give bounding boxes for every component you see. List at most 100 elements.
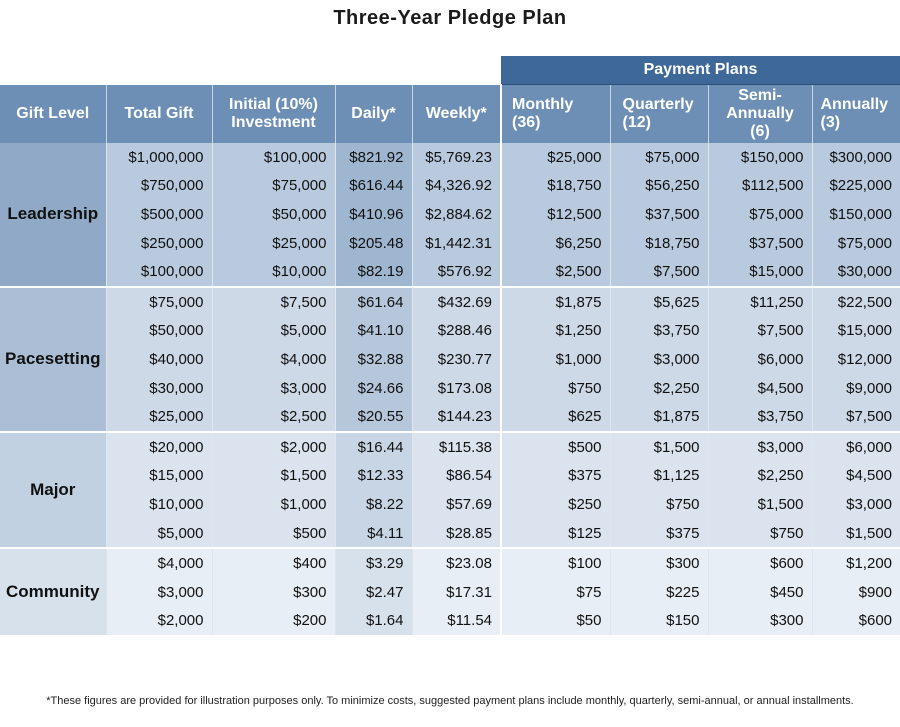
semi-annual-cell: $7,500 bbox=[707, 316, 812, 346]
col-monthly: Monthly (36) bbox=[500, 84, 610, 143]
monthly-cell: $2,500 bbox=[500, 257, 610, 286]
annual-cell: $30,000 bbox=[811, 257, 900, 286]
semi-annual-cell: $600 bbox=[707, 549, 812, 578]
quarterly-cell: $375 bbox=[609, 518, 708, 548]
weekly-cell: $288.46 bbox=[411, 316, 501, 346]
table-row: Major $20,000 $2,000 $16.44 $115.38 $500… bbox=[0, 432, 900, 548]
quarterly-cell: $5,625 bbox=[609, 287, 708, 317]
semi-annual-cell: $2,250 bbox=[707, 461, 812, 491]
table-row: $2,000 $200 $1.64 $11.54 $50 $150 $300 $… bbox=[0, 606, 900, 636]
weekly-cell: $576.92 bbox=[411, 257, 501, 286]
daily-cell: $32.88 bbox=[334, 345, 412, 374]
gift-level-label: Leadership bbox=[0, 143, 106, 286]
col-quarterly: Quarterly (12) bbox=[609, 84, 708, 143]
quarterly-cell: $150 bbox=[609, 606, 708, 636]
total-gift-cell: $25,000 bbox=[105, 402, 212, 431]
quarterly-cell: $3,000 bbox=[609, 345, 708, 374]
annual-cell: $4,500 bbox=[811, 461, 900, 491]
semi-annual-cell: $6,000 bbox=[707, 345, 812, 374]
daily-cell: $41.10 bbox=[334, 316, 412, 346]
total-gift-cell: $1,000,000 bbox=[105, 143, 212, 172]
total-gift-cell: $2,000 bbox=[105, 606, 212, 636]
total-gift-cell: $750,000 bbox=[105, 171, 212, 201]
col-initial-investment: Initial (10%) Investment bbox=[211, 84, 335, 143]
total-gift-cell: $40,000 bbox=[105, 345, 212, 374]
initial-investment-cell: $5,000 bbox=[211, 316, 335, 346]
monthly-cell: $100 bbox=[500, 549, 610, 578]
daily-cell: $20.55 bbox=[334, 402, 412, 431]
table-row: $50,000 $5,000 $41.10 $288.46 $1,250 $3,… bbox=[0, 316, 900, 346]
weekly-cell: $115.38 bbox=[411, 432, 501, 462]
table-row: $15,000 $1,500 $12.33 $86.54 $375 $1,125… bbox=[0, 461, 900, 491]
total-gift-cell: $10,000 bbox=[105, 490, 212, 519]
group-major: Major $20,000 $2,000 $16.44 $115.38 $500… bbox=[0, 432, 900, 548]
page-title: Three-Year Pledge Plan bbox=[333, 7, 567, 29]
initial-investment-cell: $4,000 bbox=[211, 345, 335, 374]
quarterly-cell: $225 bbox=[609, 577, 708, 607]
initial-investment-cell: $1,000 bbox=[211, 490, 335, 519]
annual-cell: $6,000 bbox=[811, 432, 900, 462]
group-community: Community $4,000 $400 $3.29 $23.08 $100 … bbox=[0, 549, 900, 636]
col-daily: Daily* bbox=[334, 84, 412, 143]
annual-cell: $22,500 bbox=[811, 287, 900, 317]
monthly-cell: $12,500 bbox=[500, 200, 610, 229]
semi-annual-cell: $150,000 bbox=[707, 143, 812, 172]
total-gift-cell: $30,000 bbox=[105, 373, 212, 403]
total-gift-cell: $500,000 bbox=[105, 200, 212, 229]
initial-investment-cell: $1,500 bbox=[211, 461, 335, 491]
total-gift-cell: $50,000 bbox=[105, 316, 212, 346]
daily-cell: $821.92 bbox=[334, 143, 412, 172]
total-gift-cell: $250,000 bbox=[105, 228, 212, 258]
semi-annual-cell: $3,000 bbox=[707, 432, 812, 462]
total-gift-cell: $75,000 bbox=[105, 287, 212, 317]
semi-annual-cell: $15,000 bbox=[707, 257, 812, 286]
initial-investment-cell: $2,000 bbox=[211, 432, 335, 462]
monthly-cell: $375 bbox=[500, 461, 610, 491]
annual-cell: $225,000 bbox=[811, 171, 900, 201]
monthly-cell: $1,000 bbox=[500, 345, 610, 374]
daily-cell: $82.19 bbox=[334, 257, 412, 286]
gift-level-label: Pacesetting bbox=[0, 287, 106, 431]
group-divider bbox=[0, 285, 900, 288]
semi-annual-cell: $750 bbox=[707, 518, 812, 548]
monthly-cell: $50 bbox=[500, 606, 610, 636]
semi-annual-cell: $11,250 bbox=[707, 287, 812, 317]
gift-level-label: Community bbox=[0, 549, 106, 636]
weekly-cell: $2,884.62 bbox=[411, 200, 501, 229]
daily-cell: $1.64 bbox=[334, 606, 412, 636]
quarterly-cell: $18,750 bbox=[609, 228, 708, 258]
daily-cell: $16.44 bbox=[334, 432, 412, 462]
monthly-cell: $75 bbox=[500, 577, 610, 607]
daily-cell: $616.44 bbox=[334, 171, 412, 201]
weekly-cell: $57.69 bbox=[411, 490, 501, 519]
annual-cell: $1,500 bbox=[811, 518, 900, 548]
monthly-cell: $6,250 bbox=[500, 228, 610, 258]
semi-annual-cell: $1,500 bbox=[707, 490, 812, 519]
annual-cell: $75,000 bbox=[811, 228, 900, 258]
col-semi-annually: Semi-Annually (6) bbox=[707, 84, 812, 143]
quarterly-cell: $1,500 bbox=[609, 432, 708, 462]
annual-cell: $300,000 bbox=[811, 143, 900, 172]
semi-annual-cell: $37,500 bbox=[707, 228, 812, 258]
pledge-table: Payment Plans Gift Level Total Gift Init… bbox=[0, 56, 900, 636]
initial-investment-cell: $50,000 bbox=[211, 200, 335, 229]
weekly-cell: $17.31 bbox=[411, 577, 501, 607]
group-leadership: Leadership $1,000,000 $100,000 $821.92 $… bbox=[0, 143, 900, 286]
total-gift-cell: $4,000 bbox=[105, 549, 212, 578]
group-divider bbox=[0, 547, 900, 550]
total-gift-cell: $5,000 bbox=[105, 518, 212, 548]
daily-cell: $12.33 bbox=[334, 461, 412, 491]
footnote: *These figures are provided for illustra… bbox=[46, 695, 854, 707]
monthly-cell: $25,000 bbox=[500, 143, 610, 172]
daily-cell: $3.29 bbox=[334, 549, 412, 578]
table-row: $40,000 $4,000 $32.88 $230.77 $1,000 $3,… bbox=[0, 345, 900, 374]
daily-cell: $2.47 bbox=[334, 577, 412, 607]
quarterly-cell: $750 bbox=[609, 490, 708, 519]
daily-cell: $8.22 bbox=[334, 490, 412, 519]
table-row: $3,000 $300 $2.47 $17.31 $75 $225 $450 $… bbox=[0, 577, 900, 607]
annual-cell: $9,000 bbox=[811, 373, 900, 403]
total-gift-cell: $3,000 bbox=[105, 577, 212, 607]
initial-investment-cell: $500 bbox=[211, 518, 335, 548]
quarterly-cell: $300 bbox=[609, 549, 708, 578]
initial-investment-cell: $25,000 bbox=[211, 228, 335, 258]
